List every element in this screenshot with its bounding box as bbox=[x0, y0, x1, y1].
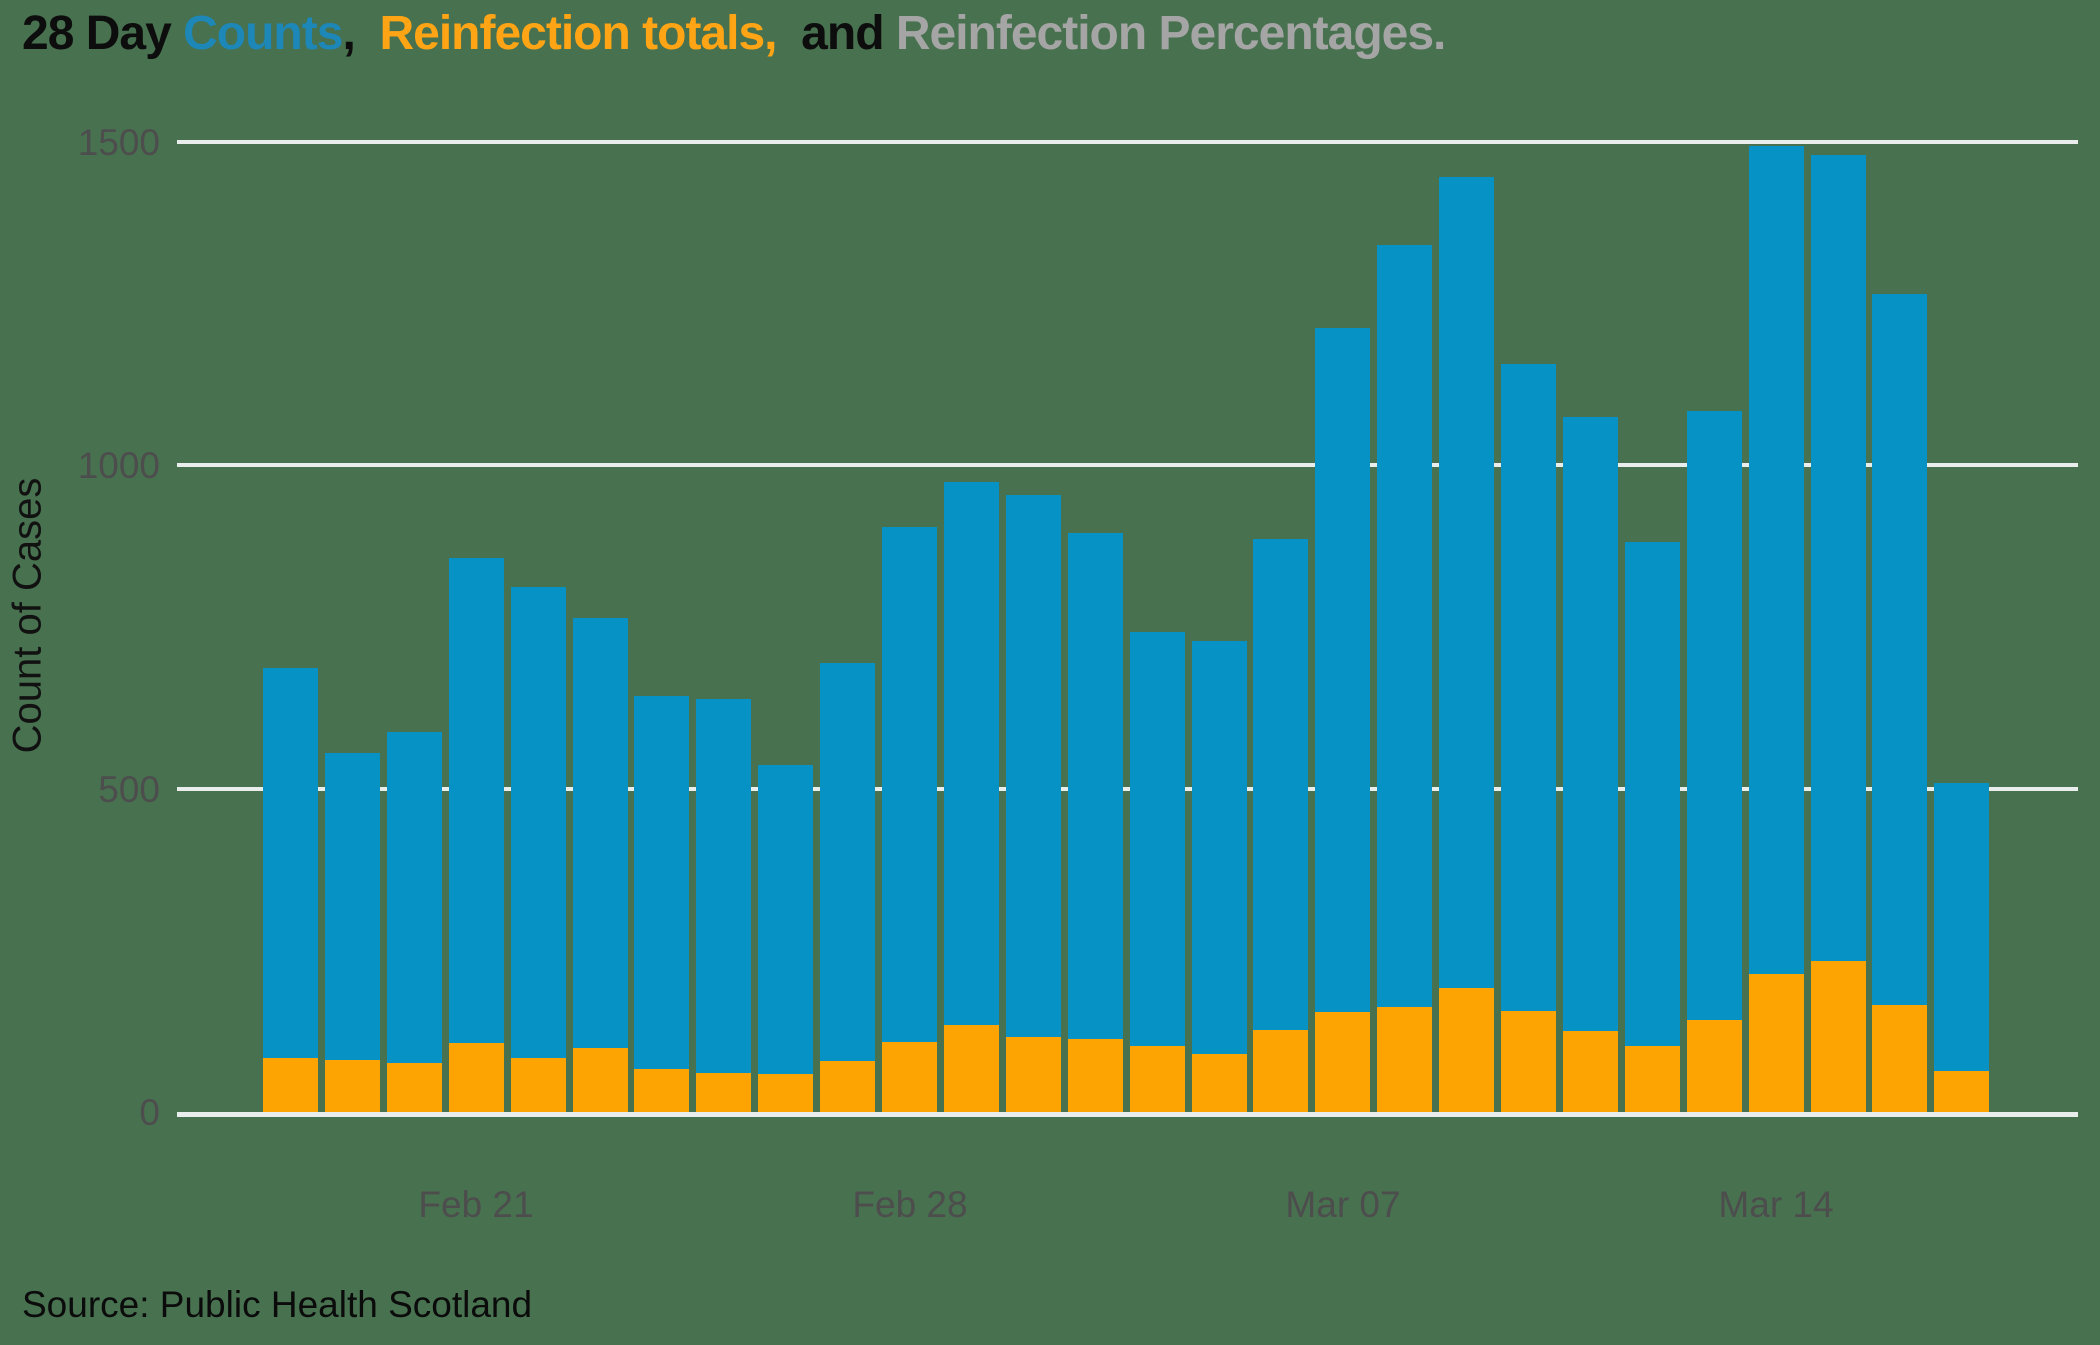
gridline-0 bbox=[177, 1112, 2078, 1117]
reinfection-bar-mar-15 bbox=[1811, 961, 1866, 1112]
reinfection-bar-feb-24 bbox=[634, 1069, 689, 1112]
title-segment: 28 Day bbox=[22, 7, 184, 60]
count-bar-mar-14 bbox=[1749, 146, 1804, 1112]
count-bar-feb-23 bbox=[573, 618, 628, 1112]
count-bar-mar-16 bbox=[1872, 294, 1927, 1112]
count-bar-mar-09 bbox=[1439, 177, 1494, 1112]
reinfection-bar-feb-26 bbox=[758, 1074, 813, 1112]
x-tick-mar-07: Mar 07 bbox=[1285, 1184, 1401, 1225]
y-tick-1000: 1000 bbox=[77, 445, 160, 486]
y-tick-0: 0 bbox=[139, 1092, 160, 1133]
reinfection-bar-mar-05 bbox=[1192, 1054, 1247, 1112]
reinfection-bar-mar-03 bbox=[1068, 1039, 1123, 1112]
title-segment: Counts bbox=[183, 7, 343, 60]
count-bar-feb-27 bbox=[820, 663, 875, 1112]
reinfection-bar-feb-20 bbox=[387, 1063, 442, 1112]
x-tick-mar-14: Mar 14 bbox=[1718, 1184, 1834, 1225]
reinfection-bar-feb-18 bbox=[263, 1058, 318, 1112]
reinfection-bar-mar-10 bbox=[1501, 1011, 1556, 1112]
y-tick-500: 500 bbox=[98, 769, 160, 810]
title-segment: Reinfection Percentages. bbox=[895, 7, 1447, 60]
reinfection-bar-mar-02 bbox=[1006, 1037, 1061, 1112]
count-bar-mar-12 bbox=[1625, 542, 1680, 1112]
title-segment: and bbox=[776, 7, 896, 60]
gridline-500 bbox=[177, 787, 2078, 791]
count-bar-mar-17 bbox=[1934, 783, 1989, 1112]
reinfection-bar-mar-17 bbox=[1934, 1071, 1989, 1112]
count-bar-mar-13 bbox=[1687, 411, 1742, 1112]
count-bar-feb-21 bbox=[449, 558, 504, 1112]
reinfection-bar-feb-21 bbox=[449, 1043, 504, 1112]
count-bar-mar-10 bbox=[1501, 364, 1556, 1112]
reinfection-bar-mar-11 bbox=[1563, 1031, 1618, 1112]
count-bar-feb-25 bbox=[696, 699, 751, 1112]
reinfection-bar-feb-22 bbox=[511, 1058, 566, 1112]
title-segment: Reinfection totals, bbox=[379, 7, 777, 60]
count-bar-mar-04 bbox=[1130, 632, 1185, 1112]
count-bar-mar-03 bbox=[1068, 533, 1123, 1112]
count-bar-mar-02 bbox=[1006, 495, 1061, 1112]
reinfection-bar-feb-27 bbox=[820, 1061, 875, 1112]
count-bar-mar-07 bbox=[1315, 328, 1370, 1112]
count-bar-mar-05 bbox=[1192, 641, 1247, 1112]
reinfection-bar-mar-13 bbox=[1687, 1020, 1742, 1112]
reinfection-bar-mar-04 bbox=[1130, 1046, 1185, 1112]
gridline-1000 bbox=[177, 463, 2078, 467]
count-bar-feb-28 bbox=[882, 527, 937, 1112]
reinfection-bar-mar-14 bbox=[1749, 974, 1804, 1112]
reinfection-bar-mar-12 bbox=[1625, 1046, 1680, 1112]
chart-title: 28 Day Counts, Reinfection totals, and R… bbox=[22, 6, 1447, 61]
reinfection-bar-mar-01 bbox=[944, 1025, 999, 1112]
x-tick-feb-21: Feb 21 bbox=[418, 1184, 534, 1225]
count-bar-feb-18 bbox=[263, 668, 318, 1112]
reinfection-bar-feb-28 bbox=[882, 1042, 937, 1112]
reinfection-bar-mar-06 bbox=[1253, 1030, 1308, 1112]
count-bar-feb-24 bbox=[634, 696, 689, 1112]
reinfection-bar-feb-23 bbox=[573, 1048, 628, 1112]
count-bar-feb-20 bbox=[387, 732, 442, 1112]
count-bar-mar-08 bbox=[1377, 245, 1432, 1112]
count-bar-feb-26 bbox=[758, 765, 813, 1112]
reinfection-bar-mar-09 bbox=[1439, 988, 1494, 1112]
source-caption: Source: Public Health Scotland bbox=[22, 1284, 533, 1325]
reinfection-bar-mar-07 bbox=[1315, 1012, 1370, 1112]
count-bar-mar-06 bbox=[1253, 539, 1308, 1112]
reinfection-bar-feb-19 bbox=[325, 1060, 380, 1112]
title-segment: , bbox=[342, 7, 380, 60]
count-bar-feb-22 bbox=[511, 587, 566, 1112]
reinfection-bar-feb-25 bbox=[696, 1073, 751, 1112]
count-bar-feb-19 bbox=[325, 753, 380, 1112]
y-tick-1500: 1500 bbox=[77, 122, 160, 163]
count-bar-mar-01 bbox=[944, 482, 999, 1112]
reinfection-bar-mar-16 bbox=[1872, 1005, 1927, 1112]
reinfection-bar-mar-08 bbox=[1377, 1007, 1432, 1112]
y-axis-title: Count of Cases bbox=[5, 477, 50, 754]
gridline-1500 bbox=[177, 140, 2078, 144]
count-bar-mar-15 bbox=[1811, 155, 1866, 1112]
x-tick-feb-28: Feb 28 bbox=[852, 1184, 968, 1225]
count-bar-mar-11 bbox=[1563, 417, 1618, 1112]
